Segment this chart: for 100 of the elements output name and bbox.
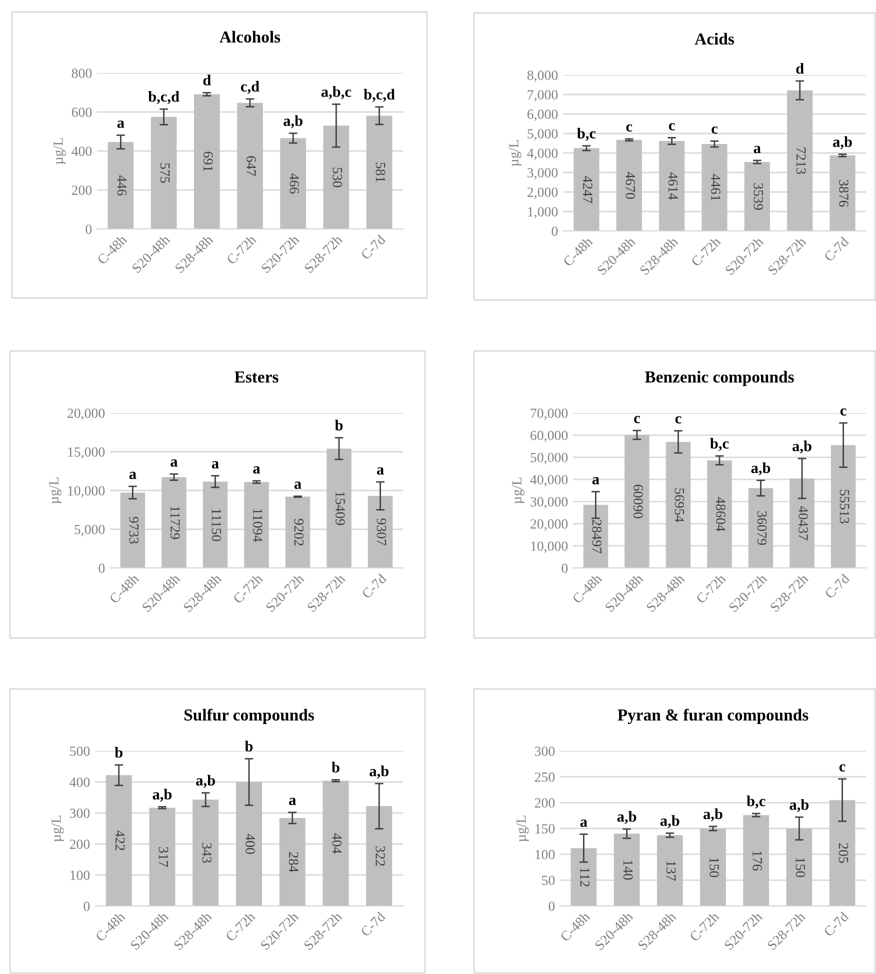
bar (743, 815, 770, 906)
bar (244, 482, 269, 568)
bar (279, 818, 306, 906)
annotation: a,b (617, 810, 636, 824)
data-label: 4247 (583, 176, 592, 204)
annotation: b,c (577, 128, 596, 141)
annotation: c (675, 416, 682, 424)
annotation: b,c,d (364, 88, 395, 102)
data-label: 15409 (336, 492, 345, 526)
y-tick-label: 40,000 (530, 475, 568, 486)
annotation: c (712, 126, 718, 134)
y-tick-label: 300 (534, 746, 555, 756)
bar (787, 90, 813, 231)
data-label: 150 (796, 858, 806, 878)
data-label: 530 (332, 168, 342, 188)
bar (106, 775, 132, 906)
data-label: 56954 (674, 488, 684, 522)
data-label: 404 (332, 833, 342, 854)
data-label: 3539 (754, 183, 764, 210)
bar (366, 806, 392, 906)
bar (830, 155, 856, 231)
annotation: b,c,d (148, 91, 180, 104)
bar (120, 492, 146, 568)
data-label: 176 (752, 851, 762, 871)
annotation: a (253, 466, 260, 474)
data-label: 4614 (668, 172, 678, 200)
y-tick-label: 0 (84, 902, 90, 911)
y-axis-title: µg/L (512, 478, 524, 504)
y-tick-label: 0 (552, 226, 558, 236)
y-axis-title: µg/L (49, 478, 62, 504)
bar (150, 116, 177, 229)
annotation: a (117, 120, 124, 128)
data-label: 575 (160, 163, 170, 183)
y-tick-label: 50 (542, 876, 555, 886)
y-tick-label: 5,000 (74, 524, 105, 536)
bar (829, 800, 856, 906)
annotation: a (212, 461, 219, 469)
annotation: c,d (240, 80, 260, 94)
y-tick-label: 400 (70, 778, 90, 787)
bar (285, 496, 310, 568)
y-tick-label: 100 (536, 850, 555, 860)
data-label: 60090 (633, 484, 643, 518)
annotation: a,b (660, 815, 680, 828)
y-tick-label: 400 (72, 146, 92, 156)
y-tick-label: 200 (70, 840, 90, 849)
y-tick-label: 30,000 (530, 497, 568, 509)
y-tick-label: 8,000 (527, 70, 558, 82)
data-label: 11150 (212, 509, 222, 542)
chart-title: Acids (694, 32, 734, 45)
chart-title: Esters (234, 372, 278, 383)
data-label: 322 (376, 846, 385, 866)
y-tick-label: 300 (70, 808, 90, 818)
data-label: 137 (666, 861, 676, 881)
data-label: 343 (202, 843, 212, 863)
annotation: a,b,c (321, 86, 352, 100)
bar (702, 144, 728, 231)
y-tick-label: 10,000 (531, 541, 568, 553)
y-tick-label: 50,000 (530, 452, 568, 464)
y-tick-label: 600 (72, 108, 92, 117)
chart-title: Benzenic compounds (645, 370, 794, 386)
annotation: a,b (704, 808, 722, 822)
data-label: 205 (838, 843, 848, 863)
bar (790, 478, 814, 568)
annotation: b,c (710, 438, 729, 451)
bar (194, 94, 220, 229)
annotation: c (626, 124, 632, 132)
y-tick-label: 1,000 (528, 207, 558, 218)
bar (237, 102, 263, 229)
data-label: 112 (580, 868, 590, 886)
annotation: b,c (746, 795, 766, 808)
y-tick-label: 5,000 (528, 129, 558, 140)
y-axis-title: µg/L (516, 816, 529, 842)
annotation: a (170, 459, 178, 467)
y-tick-label: 0 (86, 224, 92, 234)
y-tick-label: 250 (534, 772, 555, 782)
bar (570, 848, 597, 906)
bar (366, 116, 392, 229)
bar (368, 496, 393, 568)
annotation: d (796, 62, 804, 74)
annotation: a (294, 482, 302, 489)
bar (149, 808, 176, 906)
data-label: 317 (158, 847, 168, 867)
data-label: 4461 (711, 174, 720, 201)
data-label: 284 (288, 852, 298, 872)
y-tick-label: 20,000 (530, 519, 568, 531)
data-label: 9733 (129, 516, 139, 544)
y-tick-label: 15,000 (68, 447, 105, 459)
y-tick-label: 70,000 (530, 408, 568, 420)
data-label: 55513 (840, 490, 850, 524)
annotation: a,b (751, 462, 770, 476)
data-label: 7213 (796, 148, 806, 174)
annotation: b (332, 762, 340, 773)
y-tick-label: 0 (562, 564, 568, 573)
annotation: a,b (792, 440, 812, 454)
chart-title: Alcohols (220, 30, 280, 43)
bar (786, 828, 812, 906)
data-label: 140 (623, 860, 633, 880)
bar (659, 141, 685, 231)
annotation: d (203, 74, 211, 86)
y-tick-label: 500 (70, 746, 90, 756)
